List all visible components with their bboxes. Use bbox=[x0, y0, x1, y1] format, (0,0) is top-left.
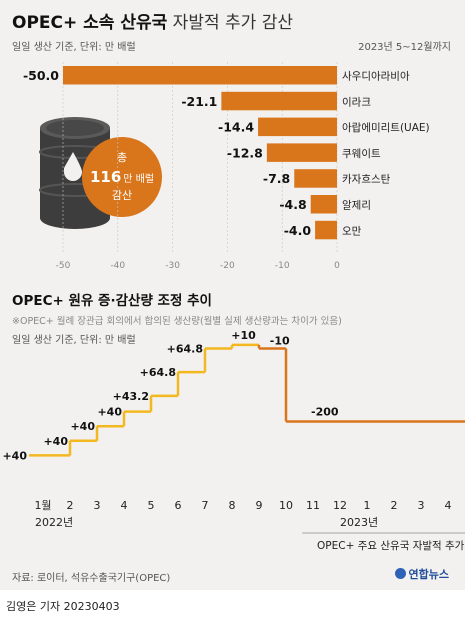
reporter-credit: 김영은 기자 20230403 bbox=[6, 600, 120, 613]
x-tick-label: -50 bbox=[56, 261, 71, 271]
source-note: 자료: 로이터, 석유수출국기구(OPEC) bbox=[12, 573, 171, 584]
bar bbox=[294, 169, 337, 188]
month-tick-label: 1 bbox=[364, 499, 371, 512]
section2-unit-note: 일일 생산 기준, 단위: 만 배럴 bbox=[12, 335, 136, 346]
title-bold: OPEC+ 소속 산유국 bbox=[12, 13, 168, 33]
bar-category-label: 사우디아라비아 bbox=[342, 71, 410, 83]
step-value-label: +40 bbox=[70, 420, 95, 433]
bar-chart: 총 116 만 배럴 감산 -50.0 사우디아라비아 -21.1 이라크 -14.4 아랍… bbox=[23, 62, 430, 271]
badge-line3: 감산 bbox=[112, 189, 132, 202]
step-chart: +40+40+40+40+43.2+64.8+64.8+10-10-200-11… bbox=[2, 329, 465, 552]
step-value-label: -10 bbox=[270, 335, 290, 348]
year-label-2022: 2022년 bbox=[35, 516, 73, 529]
bar-value-label: -4.0 bbox=[284, 223, 312, 238]
bar-category-label: 오만 bbox=[342, 225, 362, 237]
month-tick-label: 3 bbox=[418, 499, 425, 512]
bar bbox=[258, 117, 337, 137]
month-tick-label: 2 bbox=[391, 499, 398, 512]
badge-unit: 만 배럴 bbox=[123, 172, 154, 185]
month-tick-label: 3 bbox=[94, 499, 101, 512]
month-tick-label: 4 bbox=[121, 499, 128, 512]
month-tick-label: 4 bbox=[445, 499, 452, 512]
badge-line1: 총 bbox=[117, 151, 127, 164]
month-tick-label: 2 bbox=[67, 499, 74, 512]
step-value-label: +43.2 bbox=[113, 390, 149, 403]
bar-category-label: 카자흐스탄 bbox=[342, 174, 391, 186]
bar bbox=[315, 220, 337, 240]
bar-value-label: -21.1 bbox=[181, 94, 217, 109]
bar-category-label: 알제리 bbox=[342, 200, 371, 212]
logo-mark-icon bbox=[394, 568, 406, 579]
bar-value-label: -7.8 bbox=[263, 171, 290, 186]
step-value-label: +40 bbox=[97, 406, 122, 419]
step-value-label: +40 bbox=[2, 449, 27, 462]
x-tick-label: -10 bbox=[275, 261, 290, 271]
x-tick-label: -30 bbox=[165, 261, 180, 271]
highlight-label: OPEC+ 주요 산유국 자발적 추가 감산 bbox=[317, 540, 465, 552]
year-label-2023: 2023년 bbox=[340, 516, 378, 529]
bar bbox=[310, 195, 337, 214]
total-cut-badge: 총 116 만 배럴 감산 bbox=[82, 137, 162, 217]
bar-category-label: 쿠웨이트 bbox=[342, 148, 381, 160]
bar-value-label: -4.8 bbox=[279, 197, 306, 212]
x-tick-label: 0 bbox=[334, 261, 340, 271]
x-tick-label: -20 bbox=[220, 261, 235, 271]
logo-text: 연합뉴스 bbox=[408, 568, 449, 581]
badge-number: 116 bbox=[90, 168, 121, 186]
section2-note: ※OPEC+ 월례 장관급 회의에서 합의된 생산량(월별 실제 생산량과는 차… bbox=[12, 316, 342, 327]
month-tick-label: 5 bbox=[148, 499, 155, 512]
bar-unit-note: 일일 생산 기준, 단위: 만 배럴 bbox=[12, 42, 136, 53]
step-value-label: +40 bbox=[43, 435, 68, 448]
yonhap-logo: 연합뉴스 bbox=[394, 566, 449, 582]
bar bbox=[266, 143, 337, 162]
step-value-label: -200 bbox=[311, 406, 339, 419]
month-tick-label: 12 bbox=[333, 499, 347, 512]
step-value-label: +64.8 bbox=[167, 343, 203, 356]
month-tick-label: 6 bbox=[175, 499, 182, 512]
credit-band bbox=[0, 590, 465, 622]
month-tick-label: 11 bbox=[306, 499, 320, 512]
month-tick-label: 1월 bbox=[34, 499, 51, 512]
month-tick-label: 7 bbox=[202, 499, 209, 512]
bar bbox=[63, 66, 337, 85]
bar bbox=[221, 91, 337, 111]
section2-title: OPEC+ 원유 증·감산량 조정 추이 bbox=[12, 293, 212, 309]
bar-value-label: -14.4 bbox=[218, 120, 254, 135]
month-tick-label: 8 bbox=[229, 499, 236, 512]
x-tick-label: -40 bbox=[110, 261, 125, 271]
step-value-label: +64.8 bbox=[140, 366, 176, 379]
month-tick-label: 10 bbox=[279, 499, 293, 512]
step-value-label: +10 bbox=[231, 329, 256, 342]
bar-value-label: -12.8 bbox=[227, 145, 263, 160]
bar-category-label: 아랍에미리트(UAE) bbox=[342, 121, 430, 134]
period-note: 2023년 5~12월까지 bbox=[358, 42, 451, 53]
bar-category-label: 이라크 bbox=[342, 96, 371, 108]
page-title: OPEC+ 소속 산유국 자발적 추가 감산 bbox=[12, 8, 293, 33]
bar-value-label: -50.0 bbox=[23, 68, 59, 83]
title-light: 자발적 추가 감산 bbox=[167, 13, 293, 33]
month-tick-label: 9 bbox=[256, 499, 263, 512]
